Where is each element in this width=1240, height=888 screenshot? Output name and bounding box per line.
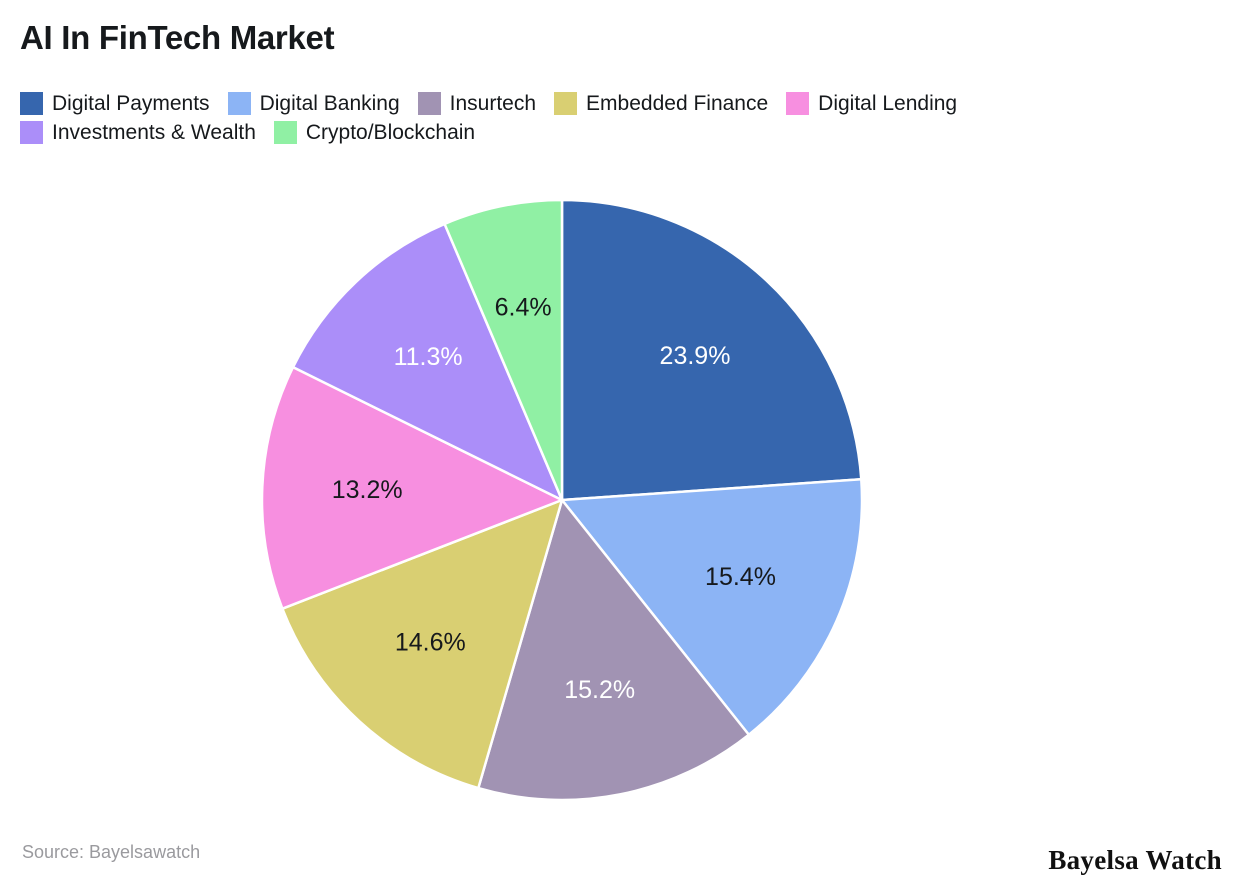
- legend-item-insurtech[interactable]: Insurtech: [417, 92, 537, 115]
- pie-slice[interactable]: [291, 222, 564, 502]
- legend-swatch-crypto-blockchain: [273, 121, 297, 144]
- legend-swatch-investments-wealth: [20, 121, 43, 144]
- legend-label-digital-banking: Digital Banking: [259, 92, 400, 115]
- pie-slice-value-label: 14.6%: [395, 628, 466, 656]
- legend-label-digital-lending: Digital Lending: [818, 92, 958, 115]
- pie-slice[interactable]: [260, 365, 564, 610]
- legend-swatch-digital-banking: [227, 92, 251, 115]
- pie-slice-value-label: 15.4%: [705, 563, 776, 591]
- legend-swatch-embedded-finance: [554, 92, 578, 115]
- pie-label-group: 23.9% 15.4% 15.2% 14.6% 13.2% 11.3% 6.4%: [332, 294, 776, 704]
- legend-item-digital-banking[interactable]: Digital Banking: [227, 92, 400, 115]
- pie-slice-value-label: 15.2%: [564, 676, 635, 704]
- brand-wordmark: Bayelsa Watch: [1048, 845, 1222, 875]
- chart-legend: Digital Payments Digital Banking Insurte…: [20, 92, 1020, 144]
- pie-slice-value-label: 23.9%: [660, 342, 731, 370]
- pie-chart-svg: 23.9% 15.4% 15.2% 14.6% 13.2% 11.3% 6.4%: [260, 198, 864, 802]
- pie-slice-value-label: 13.2%: [332, 476, 403, 504]
- legend-swatch-digital-lending: [786, 92, 810, 115]
- legend-label-insurtech: Insurtech: [449, 92, 537, 115]
- legend-label-embedded-finance: Embedded Finance: [586, 92, 769, 115]
- legend-label-crypto-blockchain: Crypto/Blockchain: [305, 121, 476, 144]
- legend-swatch-digital-payments: [20, 92, 43, 115]
- legend-label-digital-payments: Digital Payments: [52, 92, 210, 115]
- legend-item-embedded-finance[interactable]: Embedded Finance: [554, 92, 768, 115]
- pie-slice[interactable]: [560, 478, 864, 736]
- legend-item-digital-payments[interactable]: Digital Payments: [20, 92, 210, 115]
- legend-swatch-insurtech: [417, 92, 441, 115]
- legend-item-crypto-blockchain[interactable]: Crypto/Blockchain: [273, 121, 476, 144]
- source-note: Source: Bayelsawatch: [22, 842, 201, 862]
- pie-slice[interactable]: [443, 198, 564, 502]
- legend-item-investments-wealth[interactable]: Investments & Wealth: [20, 121, 256, 144]
- page-title: AI In FinTech Market: [20, 19, 335, 56]
- pie-slice-value-label: 6.4%: [495, 294, 552, 322]
- pie-slice-value-label: 11.3%: [394, 343, 463, 371]
- pie-chart: 23.9% 15.4% 15.2% 14.6% 13.2% 11.3% 6.4%: [260, 198, 864, 802]
- pie-slice-group: [260, 198, 864, 802]
- legend-item-digital-lending[interactable]: Digital Lending: [786, 92, 957, 115]
- pie-slice[interactable]: [477, 498, 751, 802]
- legend-label-investments-wealth: Investments & Wealth: [52, 121, 256, 144]
- pie-slice[interactable]: [560, 198, 863, 502]
- pie-slice[interactable]: [281, 498, 564, 790]
